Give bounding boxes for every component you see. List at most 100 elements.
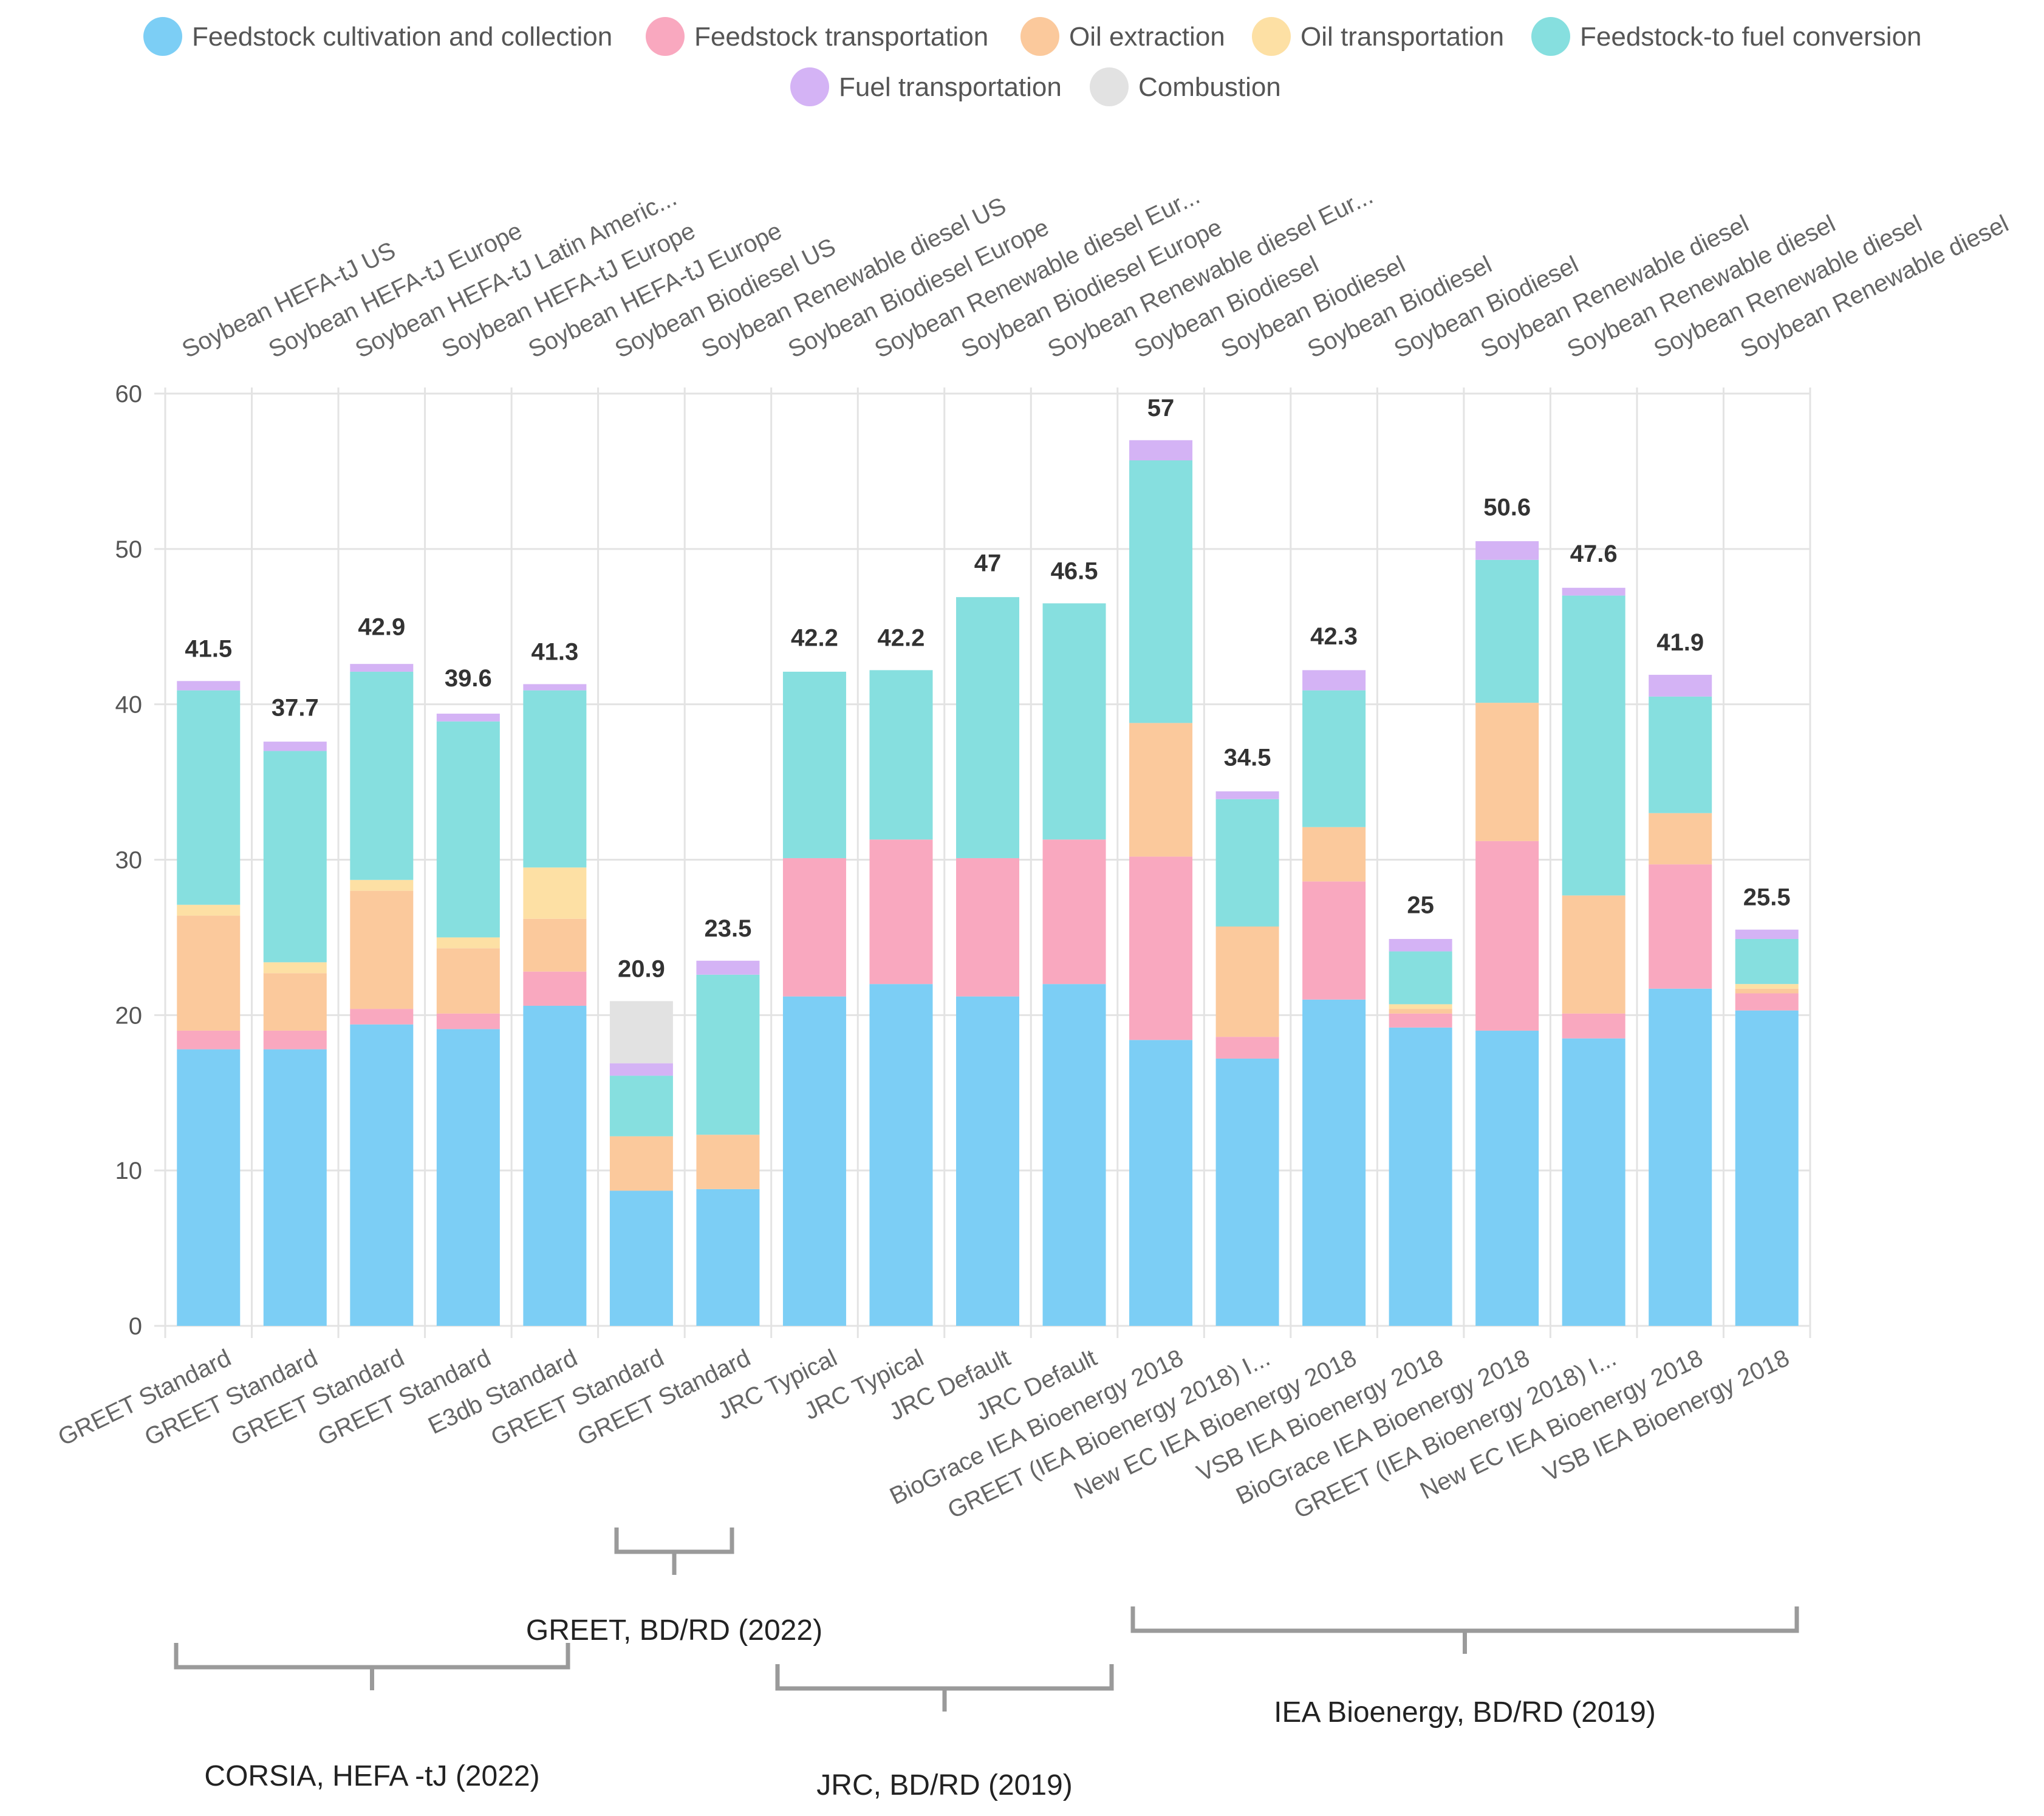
y-tick-label: 20 [115, 1002, 143, 1029]
legend-marker [1531, 17, 1570, 56]
bar-segment [436, 721, 500, 938]
bar-segment [609, 1001, 673, 1063]
bar-segment [1389, 1009, 1452, 1014]
total-value-label: 39.6 [445, 665, 492, 692]
bar-segment [263, 751, 327, 963]
bar-segment [1475, 1030, 1539, 1326]
total-value-label: 25 [1407, 892, 1434, 918]
total-value-label: 47.6 [1570, 541, 1618, 567]
bar-segment [1735, 938, 1799, 985]
legend-marker [790, 67, 829, 106]
bar-segment [523, 918, 587, 972]
bar-segment [523, 1005, 587, 1326]
total-value-label: 57 [1147, 395, 1175, 422]
total-value-label: 25.5 [1743, 884, 1791, 911]
bars [177, 440, 1799, 1326]
bar-segment [436, 1013, 500, 1029]
bar-segment [609, 1190, 673, 1326]
bar-segment [1389, 1013, 1452, 1028]
legend-label: Feedstock cultivation and collection [192, 22, 612, 52]
bar-segment [177, 904, 241, 916]
group-bracket [174, 1643, 570, 1690]
bar-segment [350, 1009, 414, 1025]
bar-segment [436, 1029, 500, 1326]
bar-segment [1649, 696, 1712, 813]
bar-segment [1735, 1010, 1799, 1326]
bar-segment [869, 839, 933, 985]
y-tick-label: 30 [115, 847, 143, 874]
y-tick-label: 40 [115, 692, 143, 719]
y-tick-label: 50 [115, 536, 143, 563]
bar-segment [1475, 841, 1539, 1031]
bar-segment [1475, 703, 1539, 841]
bar-segment [1042, 603, 1106, 840]
bar-segment [1302, 670, 1366, 691]
legend-label: Feedstock transportation [694, 22, 988, 52]
legend-marker [1020, 17, 1059, 56]
bar-segment [1302, 999, 1366, 1326]
total-labels: 41.5 37.7 42.9 39.6 41.3 20.9 23.5 42.2 42.2 47 46… [185, 395, 1790, 983]
bar-segment [263, 962, 327, 974]
bar-segment [523, 690, 587, 868]
legend-label: Fuel transportation [839, 72, 1062, 102]
total-value-label: 23.5 [704, 915, 751, 942]
group-bracket [775, 1664, 1114, 1712]
bar-segment [1562, 595, 1625, 896]
bar-segment [350, 879, 414, 891]
legend-marker [1090, 67, 1129, 106]
bar-segment [177, 681, 241, 691]
legend-marker [646, 17, 685, 56]
bar-segment [436, 948, 500, 1014]
bar-segment [1735, 993, 1799, 1011]
legend-label: Oil transportation [1301, 22, 1504, 52]
bar-segment [1129, 856, 1193, 1040]
group-bracket [614, 1528, 734, 1575]
bar-segment [869, 670, 933, 840]
bar-segment [1562, 1013, 1625, 1039]
bar-segment [263, 1030, 327, 1050]
bar-segment [177, 915, 241, 1031]
total-value-label: 41.3 [531, 638, 578, 665]
total-value-label: 47 [974, 550, 1002, 577]
bar-segment [1389, 938, 1452, 952]
bar-segment [1042, 984, 1106, 1326]
y-tick-label: 60 [115, 381, 143, 408]
bar-segment [177, 690, 241, 905]
legend: Feedstock cultivation and collection Feed… [143, 17, 1922, 106]
total-value-label: 42.2 [791, 624, 838, 651]
bar-segment [350, 890, 414, 1009]
bar-segment [1129, 440, 1193, 461]
legend-marker [143, 17, 182, 56]
bar-segment [1215, 791, 1279, 799]
bar-segment [263, 1049, 327, 1326]
bar-segment [1389, 1004, 1452, 1009]
bar-segment [1129, 723, 1193, 857]
group-label: CORSIA, HEFA -tJ (2022) [204, 1760, 539, 1792]
bar-segment [523, 867, 587, 919]
total-value-label: 20.9 [618, 955, 665, 982]
total-value-label: 41.5 [185, 635, 232, 662]
bar-segment [523, 684, 587, 691]
bar-segment [1475, 559, 1539, 703]
group-label: IEA Bioenergy, BD/RD (2019) [1274, 1696, 1656, 1729]
bar-segment [1649, 675, 1712, 697]
bar-segment [782, 671, 846, 858]
y-tick-label: 10 [115, 1158, 143, 1184]
y-tick-label: 0 [129, 1313, 142, 1340]
bar-segment [869, 984, 933, 1326]
total-value-label: 41.9 [1656, 629, 1704, 656]
bar-segment [782, 858, 846, 997]
bar-segment [1302, 881, 1366, 1000]
total-value-label: 37.7 [272, 695, 319, 722]
bar-segment [609, 1136, 673, 1191]
bar-segment [1215, 1037, 1279, 1059]
bar-segment [956, 858, 1019, 997]
bar-segment [782, 996, 846, 1326]
bar-segment [956, 996, 1019, 1326]
total-value-label: 42.3 [1310, 623, 1358, 650]
bar-segment [1735, 988, 1799, 994]
bar-segment [1389, 1027, 1452, 1326]
bar-segment [1129, 1040, 1193, 1326]
bar-segment [1129, 460, 1193, 723]
